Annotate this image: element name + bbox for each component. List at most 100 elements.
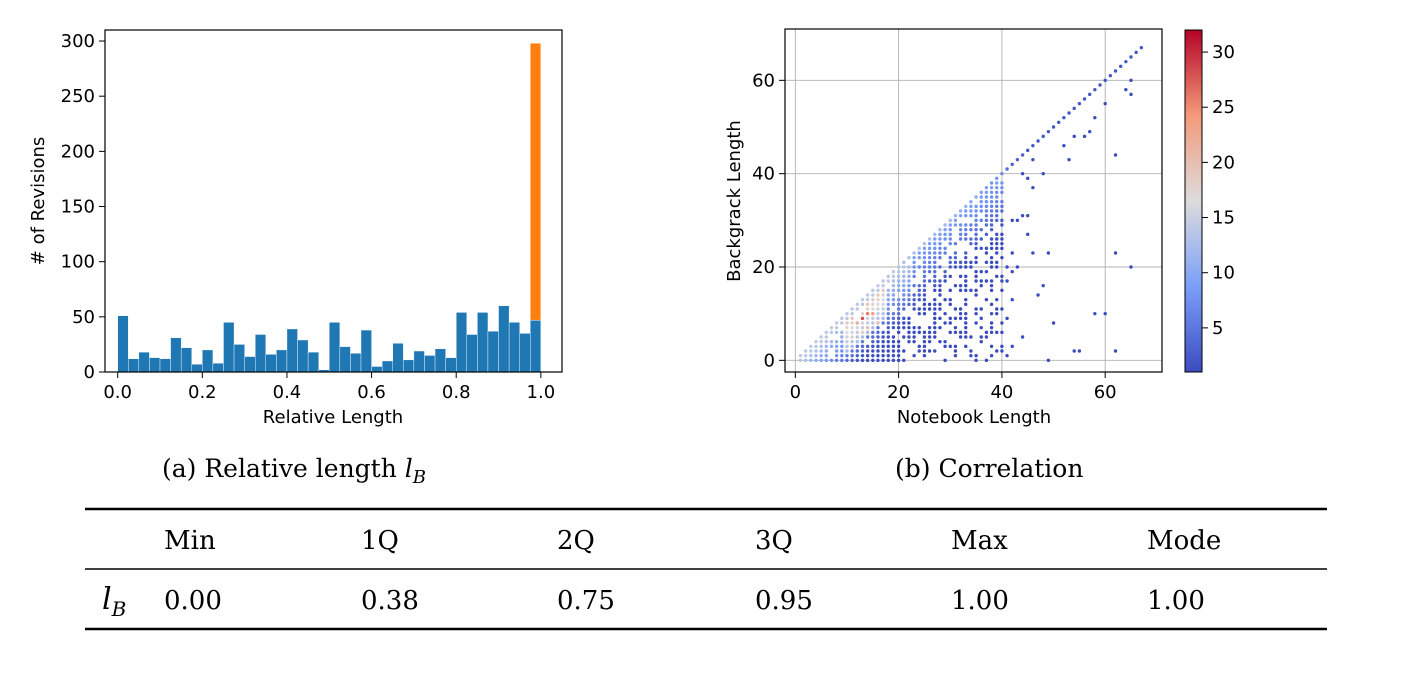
histogram-bar xyxy=(307,351,319,373)
scatter-point xyxy=(1000,232,1004,237)
scatter-point xyxy=(871,302,875,307)
scatter-point xyxy=(814,344,818,349)
scatter-point xyxy=(902,288,906,293)
scatter-point xyxy=(891,358,896,363)
x-tick-label: 60 xyxy=(1094,382,1117,403)
scatter-point xyxy=(1093,311,1097,316)
scatter-point xyxy=(886,288,890,293)
scatter-point xyxy=(1010,297,1014,302)
scatter-point xyxy=(958,307,963,311)
scatter-point xyxy=(969,349,973,353)
scatter-point xyxy=(891,325,896,330)
scatter-point xyxy=(1082,134,1087,139)
x-tick-label: 0.8 xyxy=(442,382,471,403)
scatter-point xyxy=(840,330,844,335)
scatter-point xyxy=(1139,45,1144,50)
scatter-point xyxy=(964,227,968,232)
scatter-point xyxy=(840,316,844,321)
scatter-point xyxy=(1005,279,1009,283)
y-tick-label: 200 xyxy=(61,141,95,162)
scatter-point xyxy=(964,335,968,339)
scatter-point xyxy=(948,321,952,325)
scatter-point xyxy=(995,330,999,335)
scatter-point xyxy=(922,339,927,344)
histogram-y-ticks: 0 50 100 150 200 250 300 xyxy=(61,31,105,383)
scatter-point xyxy=(979,227,983,232)
scatter-point xyxy=(989,321,994,325)
scatter-point xyxy=(881,353,885,358)
scatter-point xyxy=(891,349,896,353)
scatter-point xyxy=(917,265,921,269)
scatter-point xyxy=(974,321,978,325)
scatter-point xyxy=(917,311,921,316)
scatter-point xyxy=(943,339,947,344)
histogram-bar xyxy=(191,364,203,373)
scatter-point xyxy=(938,237,942,241)
histogram-bar xyxy=(265,354,277,373)
scatter-point xyxy=(917,246,921,251)
histogram-bar xyxy=(128,358,140,373)
scatter-point xyxy=(1000,344,1004,349)
scatter-point xyxy=(907,288,911,293)
scatter-point xyxy=(979,325,983,330)
scatter-point xyxy=(933,311,937,316)
scatter-point xyxy=(902,279,906,283)
scatter-point xyxy=(876,283,880,288)
scatter-point xyxy=(979,279,983,283)
scatter-point xyxy=(964,209,968,213)
scatter-point xyxy=(953,307,958,311)
scatter-point xyxy=(933,251,937,255)
scatter-point xyxy=(974,293,978,297)
scatter-point xyxy=(995,260,999,265)
scatter-point xyxy=(984,213,989,218)
scatter-point xyxy=(969,237,973,241)
scatter-point xyxy=(984,190,989,195)
colorbar-tick-label: 5 xyxy=(1212,318,1223,339)
scatter-point xyxy=(809,349,813,353)
scatter-point xyxy=(922,246,927,251)
scatter-point xyxy=(1062,143,1066,148)
scatter-point xyxy=(896,283,901,288)
histogram-bar xyxy=(530,43,542,321)
scatter-point xyxy=(902,302,906,307)
scatter-point xyxy=(850,321,854,325)
scatter-point xyxy=(1093,115,1097,120)
scatter-point xyxy=(1129,265,1133,269)
scatter-point xyxy=(974,353,978,358)
scatter-point xyxy=(969,227,973,232)
scatter-point xyxy=(927,251,932,255)
scatter-point xyxy=(876,297,880,302)
scatter-point xyxy=(834,339,839,344)
scatter-point xyxy=(917,325,921,330)
scatter-point xyxy=(798,353,803,358)
scatter-point xyxy=(938,227,942,232)
scatter-point xyxy=(876,353,880,358)
scatter-point xyxy=(1000,330,1004,335)
scatter-point xyxy=(1036,293,1040,297)
scatter-point xyxy=(819,353,823,358)
scatter-point xyxy=(829,330,834,335)
scatter-point xyxy=(1113,69,1118,73)
scatter-point xyxy=(989,237,994,241)
scatter-point xyxy=(948,274,952,279)
scatter-point xyxy=(922,297,927,302)
scatter-point xyxy=(819,335,823,339)
scatter-point xyxy=(886,358,890,363)
scatter-point xyxy=(855,302,860,307)
scatter-point xyxy=(855,325,860,330)
scatter-point xyxy=(995,185,999,190)
scatter-point xyxy=(881,283,885,288)
scatter-point xyxy=(1000,307,1004,311)
scatter-point xyxy=(907,321,911,325)
scatter-point xyxy=(948,260,952,265)
scatter-point xyxy=(860,330,865,335)
scatter-point xyxy=(1124,87,1128,92)
scatter-point xyxy=(989,190,994,195)
scatter-point xyxy=(922,307,927,311)
scatter-point xyxy=(964,283,968,288)
scatter-point xyxy=(907,297,911,302)
scatter-point xyxy=(902,283,906,288)
scatter-point xyxy=(845,330,849,335)
scatter-point xyxy=(953,241,958,246)
histogram-bar xyxy=(138,351,150,373)
